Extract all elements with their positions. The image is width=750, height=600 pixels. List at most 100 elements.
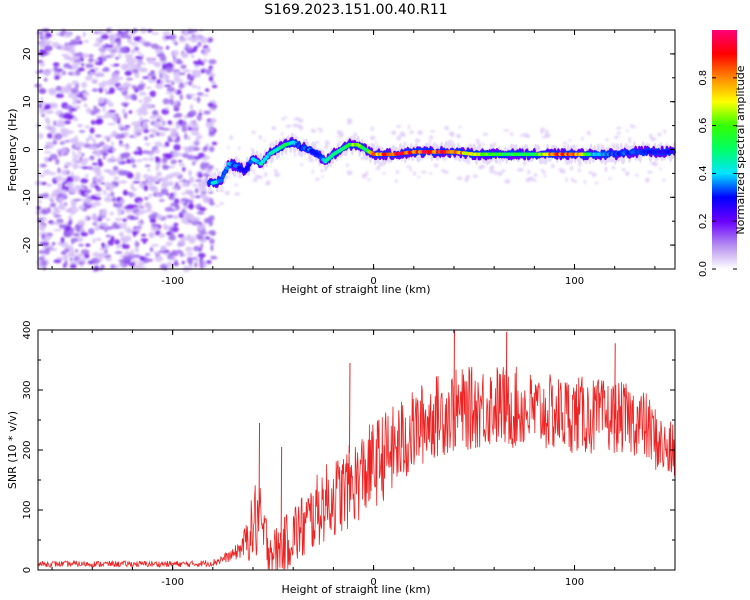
noise-blob [43, 150, 52, 154]
noise-blob [63, 120, 71, 125]
noise-blob [188, 93, 196, 97]
noise-blob [225, 175, 230, 180]
noise-blob [110, 264, 116, 270]
noise-blob [200, 69, 205, 74]
noise-blob [205, 121, 214, 129]
noise-blob [625, 171, 630, 176]
noise-blob [141, 158, 150, 161]
noise-blob [172, 69, 181, 72]
noise-blob [132, 68, 139, 74]
noise-blob [429, 171, 433, 175]
noise-blob [186, 234, 192, 240]
noise-blob [628, 140, 632, 144]
noise-blob [48, 126, 57, 133]
noise-blob [73, 198, 81, 202]
noise-blob [197, 41, 202, 47]
noise-blob [110, 51, 116, 58]
noise-blob [74, 92, 81, 95]
noise-blob [123, 131, 129, 136]
noise-blob [44, 103, 52, 110]
noise-blob [604, 166, 608, 172]
noise-blob [533, 173, 538, 177]
noise-blob [188, 110, 197, 117]
noise-blob [194, 195, 201, 199]
noise-blob [144, 253, 151, 256]
noise-blob [187, 126, 192, 131]
noise-blob [402, 133, 406, 137]
noise-blob [81, 152, 85, 157]
noise-blob [196, 211, 205, 215]
noise-blob [159, 54, 167, 62]
noise-blob [208, 76, 214, 82]
noise-blob [647, 170, 653, 174]
noise-blob [504, 179, 511, 184]
track-core [222, 170, 228, 175]
noise-blob [147, 72, 156, 77]
noise-blob [523, 160, 527, 166]
noise-blob [119, 76, 124, 80]
noise-blob [271, 127, 277, 130]
noise-blob [126, 158, 131, 164]
noise-blob [78, 124, 83, 128]
noise-blob [41, 208, 47, 215]
noise-blob [503, 129, 510, 132]
noise-blob [494, 171, 498, 176]
noise-blob [202, 93, 209, 97]
top-y-ticks: -20 -10 0 10 20 [22, 29, 675, 270]
noise-blob [126, 62, 135, 67]
noise-blob [413, 171, 417, 176]
noise-blob [281, 131, 284, 137]
noise-blob [517, 168, 521, 172]
noise-blob [119, 199, 124, 203]
noise-blob [102, 105, 106, 112]
noise-blob [196, 233, 204, 241]
top-x-axis-label: Height of straight line (km) [281, 283, 430, 296]
noise-blob [86, 189, 92, 193]
noise-blob [78, 165, 83, 169]
noise-blob [121, 225, 128, 230]
noise-blob [162, 31, 171, 35]
noise-blob [90, 155, 95, 161]
noise-blob [142, 150, 150, 154]
noise-blob [95, 72, 104, 76]
snr-spike [505, 331, 508, 422]
noise-blob [154, 193, 164, 197]
noise-blob [110, 141, 115, 147]
track-core [246, 163, 252, 167]
noise-blob [208, 59, 217, 65]
noise-blob [367, 178, 371, 181]
noise-blob [169, 258, 174, 261]
noise-blob [172, 49, 179, 57]
snr-panel: -100 0 100 0 100 200 300 400 Height of straigh… [6, 320, 676, 596]
bottom-y-axis-label: SNR (10 * v/v) [6, 411, 19, 489]
noise-blob [205, 47, 210, 54]
noise-blob [43, 169, 51, 175]
noise-blob [297, 124, 301, 129]
noise-blob [194, 255, 199, 263]
noise-blob [92, 166, 101, 173]
noise-blob [56, 218, 64, 224]
noise-blob [611, 166, 616, 170]
noise-blob [72, 232, 80, 236]
noise-blob [92, 237, 96, 244]
noise-blob [476, 140, 481, 145]
noise-blob [645, 177, 650, 183]
noise-blob [152, 175, 159, 182]
noise-blob [210, 232, 216, 236]
noise-blob [87, 228, 95, 235]
noise-blob [94, 66, 99, 72]
noise-blob [545, 129, 549, 135]
noise-blob [34, 180, 43, 186]
noise-blob [46, 32, 52, 38]
noise-blob [588, 171, 593, 175]
noise-blob [273, 168, 278, 173]
noise-blob [211, 141, 218, 146]
noise-blob [195, 179, 203, 183]
noise-blob [70, 171, 74, 178]
noise-blob [38, 256, 45, 261]
noise-blob [150, 70, 155, 74]
noise-blob [197, 173, 203, 178]
noise-blob [112, 130, 118, 137]
